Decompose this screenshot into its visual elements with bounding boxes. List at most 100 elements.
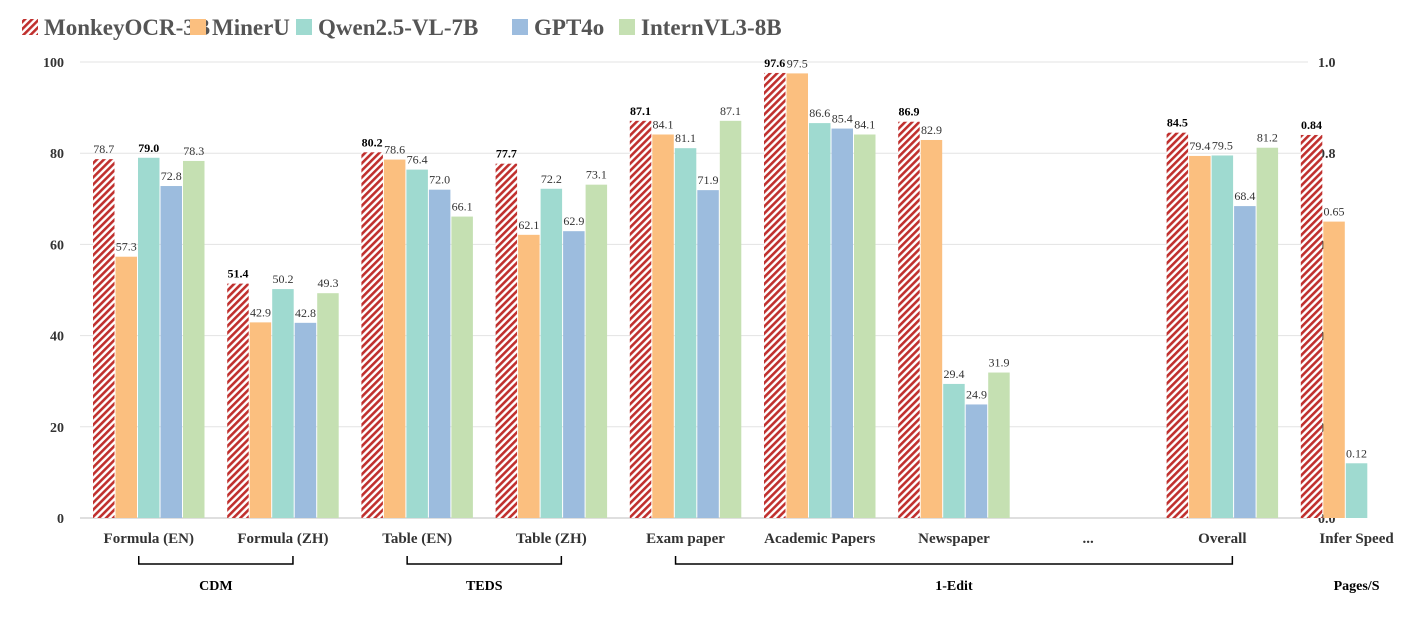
data-label: 0.65: [1324, 205, 1345, 219]
x-tick-label: Infer Speed: [1319, 531, 1394, 547]
data-label: 79.5: [1212, 138, 1233, 152]
bar-internvl3-8b-table-en: [451, 216, 473, 519]
data-label: 42.9: [250, 305, 271, 319]
x-tick-label: Table (ZH): [516, 531, 587, 547]
data-label: 86.6: [809, 106, 830, 120]
bar-qwen2-5-vl-7b-academic-papers: [809, 123, 831, 518]
bar-gpt4o-overall: [1234, 206, 1256, 518]
bar-qwen2-5-vl-7b-formula-zh: [272, 289, 294, 518]
y-left-tick-label: 60: [50, 238, 64, 253]
bar-internvl3-8b-formula-zh: [317, 293, 339, 518]
data-label: 0.84: [1301, 118, 1322, 132]
bar-internvl3-8b-table-zh: [585, 184, 608, 518]
group-bracket: [674, 556, 1234, 565]
data-label: 76.4: [407, 153, 428, 167]
bar-gpt4o-newspaper: [965, 404, 988, 518]
bar-internvl3-8b-newspaper: [988, 372, 1010, 518]
group-bracket: [138, 556, 294, 565]
data-label: 86.9: [898, 105, 919, 119]
y-left-tick-label: 0: [57, 512, 64, 527]
x-tick-label: Academic Papers: [764, 531, 875, 547]
x-tick-label: Exam paper: [646, 531, 725, 547]
data-label: 62.9: [563, 214, 584, 228]
data-label: 81.2: [1257, 131, 1278, 145]
bar-mineru-overall: [1189, 155, 1211, 518]
bar-qwen2-5-vl-7b-exam-paper: [674, 148, 697, 518]
data-label: 66.1: [452, 200, 473, 214]
data-label: 62.1: [518, 218, 539, 232]
data-label: 29.4: [943, 367, 964, 381]
data-label: 80.2: [362, 135, 383, 149]
bar-mineru-newspaper: [920, 139, 943, 518]
data-label: 77.7: [496, 147, 517, 161]
y-axis-left: 0 20 40 60 80 100: [43, 56, 64, 527]
bar-monkeyocr-3b-newspaper: [898, 121, 920, 519]
data-label: 68.4: [1234, 189, 1255, 203]
bar-qwen2-5-vl-7b-formula-en: [138, 157, 160, 518]
bar-monkeyocr-3b-exam-paper: [629, 120, 652, 518]
bar-gpt4o-table-zh: [563, 231, 585, 518]
legend-label: GPT4o: [534, 15, 604, 40]
y-left-tick-label: 100: [43, 56, 64, 71]
group-label: CDM: [199, 579, 232, 594]
bar-mineru-table-zh: [518, 234, 540, 518]
x-tick-label: Formula (ZH): [237, 531, 328, 547]
bar-gpt4o-formula-en: [160, 186, 182, 519]
bar-gpt4o-formula-zh: [294, 322, 317, 518]
bar-gpt4o-academic-papers: [831, 128, 853, 519]
bar-internvl3-8b-exam-paper: [719, 120, 742, 518]
bar-monkeyocr-3b-table-en: [361, 152, 383, 518]
bar-mineru-infer-speed: [1323, 221, 1345, 518]
data-label: 31.9: [988, 356, 1009, 370]
data-label: 49.3: [317, 276, 338, 290]
legend-label: MinerU: [212, 15, 290, 40]
bar-qwen2-5-vl-7b-overall: [1211, 155, 1234, 519]
group-label: TEDS: [466, 579, 503, 594]
legend-swatch-mineru: [190, 19, 206, 35]
data-label: 87.1: [720, 104, 741, 118]
bar-qwen2-5-vl-7b-newspaper: [943, 383, 965, 518]
data-label: 72.2: [541, 172, 562, 186]
legend-label: MonkeyOCR-3B: [44, 15, 210, 40]
x-axis: Formula (EN) Formula (ZH) Table (EN) Table …: [104, 531, 1395, 547]
x-tick-label: Newspaper: [918, 531, 990, 547]
data-label: 73.1: [586, 168, 607, 182]
x-tick-label: Formula (EN): [104, 531, 194, 547]
legend-swatch-gpt4o: [512, 19, 528, 35]
data-label: 72.8: [161, 169, 182, 183]
bar-gpt4o-exam-paper: [697, 190, 719, 519]
data-label: 0.12: [1346, 446, 1367, 460]
group-label: 1-Edit: [935, 579, 973, 594]
bar-gpt4o-table-en: [428, 189, 451, 518]
bar-monkeyocr-3b-overall: [1166, 132, 1189, 518]
data-label: 97.6: [764, 56, 785, 70]
data-label: 85.4: [832, 112, 853, 126]
data-label: 79.4: [1189, 139, 1210, 153]
data-label: 24.9: [966, 387, 987, 401]
bar-mineru-exam-paper: [652, 134, 674, 518]
data-label: 79.0: [138, 141, 159, 155]
data-label: 82.9: [921, 123, 942, 137]
bar-mineru-table-en: [383, 159, 406, 519]
legend: MonkeyOCR-3B MinerU Qwen2.5-VL-7B GPT4o Inte…: [22, 15, 782, 40]
data-labels: 78.7 57.3 79.072.878.3 51.4 42.9 50.2 42.8 49.3…: [93, 56, 1367, 460]
data-label: 71.9: [698, 173, 719, 187]
data-label: 84.5: [1167, 116, 1188, 130]
bar-internvl3-8b-formula-en: [183, 160, 205, 518]
data-label: 51.4: [227, 267, 248, 281]
data-label: 78.3: [183, 144, 204, 158]
legend-label: InternVL3-8B: [641, 15, 782, 40]
group-brackets: CDM TEDS 1-Edit Pages/S: [138, 556, 1380, 594]
data-label: 97.5: [787, 56, 808, 70]
bar-qwen2-5-vl-7b-table-en: [406, 169, 428, 518]
bar-mineru-formula-zh: [249, 322, 272, 518]
bars: [93, 72, 1368, 519]
data-label: 84.1: [854, 118, 875, 132]
bar-qwen2-5-vl-7b-table-zh: [540, 188, 563, 518]
y-right-tick-label: 0.8: [1318, 147, 1336, 162]
legend-swatch-qwen2-5-vl-7b: [296, 19, 312, 35]
data-label: 42.8: [295, 306, 316, 320]
data-label: 78.7: [93, 142, 114, 156]
bar-monkeyocr-3b-academic-papers: [764, 72, 786, 518]
